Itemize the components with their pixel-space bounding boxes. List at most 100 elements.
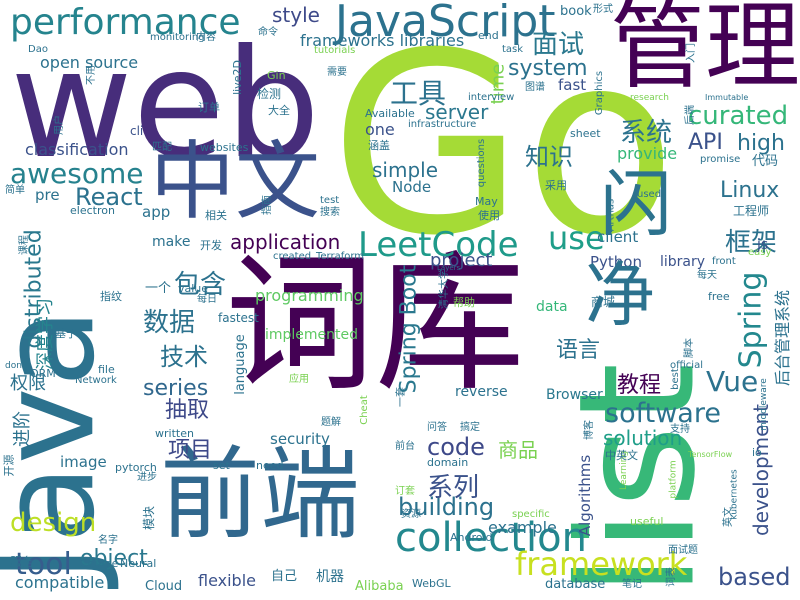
word-daquan: 大全 xyxy=(268,104,290,117)
word-jiyu: 基于 xyxy=(55,327,77,340)
word-written: written xyxy=(155,427,194,440)
word-infrastructure: infrastructure xyxy=(408,119,477,130)
word-shan: 闪 xyxy=(600,162,673,246)
word-need: need xyxy=(256,459,284,472)
word-end: end xyxy=(478,29,499,42)
word-shangcheng: 商城 xyxy=(591,295,616,309)
word-python: Python xyxy=(590,253,642,271)
word-data: data xyxy=(536,299,568,315)
word-database: database xyxy=(545,577,606,592)
word-one: one xyxy=(365,120,395,139)
word-collection: collection xyxy=(395,515,587,561)
word-software: software xyxy=(605,398,721,429)
word-dingdan: 订单 xyxy=(198,101,220,114)
word-domain: domain xyxy=(427,456,469,469)
word-spring: Spring xyxy=(733,271,769,369)
word-algorithms: Algorithms xyxy=(576,454,595,537)
word-bangzhu: 帮助 xyxy=(453,296,475,309)
word-qiantai: 前台 xyxy=(395,441,415,452)
word-best: best xyxy=(669,368,681,390)
word-gongju: 工具 xyxy=(390,77,447,110)
word-useful: useful xyxy=(630,515,664,528)
word-tutorials: tutorials xyxy=(314,45,356,56)
word-yuyan: 语言 xyxy=(556,338,601,363)
word-qianduan: 前端 xyxy=(160,436,360,553)
word-gongchengshi: 工程师 xyxy=(733,204,770,218)
word-fastest: fastest xyxy=(218,311,259,325)
word-cidian: 词库 xyxy=(225,238,526,412)
word-jiqi: 机器 xyxy=(316,569,344,585)
word-middleware: middleware xyxy=(758,378,769,431)
word-language: language xyxy=(232,334,248,395)
word-used: used xyxy=(637,189,662,200)
word-file: file xyxy=(98,363,115,376)
word-style: style xyxy=(272,3,320,27)
word-mianshiti: 面试题 xyxy=(668,545,698,556)
word-jishu: 技术 xyxy=(160,343,208,371)
word-alibaba: Alibaba xyxy=(355,579,404,594)
word-buyong: 不用 xyxy=(86,65,97,85)
word-monitoring: monitoring xyxy=(150,32,205,43)
word-caiyong: 采用 xyxy=(545,179,567,192)
word-system: system xyxy=(508,56,588,81)
word-xitong: 系统 xyxy=(620,118,673,148)
word-course: Course xyxy=(80,557,119,570)
word-zhinan: 指南 xyxy=(262,195,273,215)
word-awesome: awesome xyxy=(10,157,144,190)
word-xingshi: 形式 xyxy=(593,4,613,15)
word-task: task xyxy=(502,44,524,55)
word-test: test xyxy=(320,195,340,206)
word-cibiao: 词表 xyxy=(666,567,677,587)
word-react: React xyxy=(75,183,143,211)
word-jinbu: 进步 xyxy=(137,472,157,483)
word-immutable: Immutable xyxy=(705,93,749,102)
word-server: server xyxy=(425,100,489,124)
word-free: free xyxy=(708,290,730,303)
word-app: app xyxy=(142,203,171,221)
word-easy: easy xyxy=(748,247,772,258)
word-houduan: 后端 xyxy=(685,105,696,125)
word-zhishi: 知识 xyxy=(525,143,573,171)
word-fast: fast xyxy=(558,76,587,94)
word-jiandan: 简单 xyxy=(5,185,25,196)
word-kecheng: 课程 xyxy=(19,235,30,255)
word-high: high xyxy=(737,131,785,156)
word-zhichi: 支持 xyxy=(670,424,690,435)
word-simple: simple xyxy=(372,158,439,182)
word-graphics: Graphics xyxy=(594,70,606,116)
word-boke: 博客 xyxy=(584,420,595,440)
word-framework: framework xyxy=(515,545,688,583)
word-object: object xyxy=(80,546,148,571)
word-api: API xyxy=(688,130,723,155)
word-compatible: compatible xyxy=(15,573,105,592)
word-created: created xyxy=(273,251,312,262)
word-image: image xyxy=(60,453,107,471)
word-mokuai: 模块 xyxy=(142,505,157,531)
word-tool: tool xyxy=(15,547,72,582)
word-yingwen: 英文 xyxy=(723,507,734,527)
word-meiri: 每日 xyxy=(197,294,217,305)
word-go: Go xyxy=(330,0,677,290)
word-ziji: 自己 xyxy=(271,569,298,584)
word-jing: 净 xyxy=(585,254,655,336)
word-make: make xyxy=(152,234,191,250)
word-yonghu: 用户 xyxy=(54,115,65,135)
word-programming: programming xyxy=(255,286,364,305)
word-classification: classification xyxy=(25,140,129,159)
word-jiaocheng: 教程 xyxy=(617,373,662,398)
word-pre: pre xyxy=(35,186,60,204)
word-cloud: Cloud xyxy=(145,579,183,594)
word-tupu: 图谱 xyxy=(525,82,545,93)
word-building: building xyxy=(398,493,495,521)
word-javascript: JavaScript xyxy=(335,0,556,47)
word-flexible: flexible xyxy=(198,571,256,590)
word-hangai: 涵盖 xyxy=(368,139,390,152)
word-baohan: 包含 xyxy=(174,270,227,300)
word-ziyuan: 资源 xyxy=(401,509,421,520)
word-io: io xyxy=(752,446,762,459)
word-wenda: 问答 xyxy=(427,422,447,433)
word-terraform: Terraform xyxy=(316,251,365,262)
word-set: set xyxy=(213,459,230,472)
word-xilie: 系列 xyxy=(427,473,480,503)
word-node: Node xyxy=(392,178,432,196)
